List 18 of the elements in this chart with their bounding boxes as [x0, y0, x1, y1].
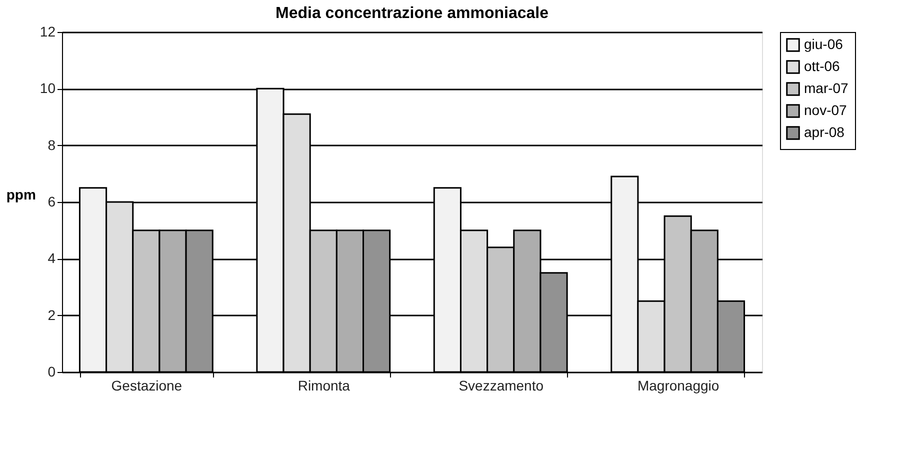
legend-label: ott-06 — [804, 58, 840, 74]
y-tick-label: 10 — [40, 80, 56, 96]
x-tick-label: Magronaggio — [637, 378, 720, 394]
y-tick-label: 2 — [48, 306, 56, 323]
y-tick-label: 6 — [48, 194, 56, 210]
y-tick-label: 4 — [48, 250, 56, 266]
legend-label: giu-06 — [804, 36, 844, 52]
x-tick-label: Svezzamento — [458, 378, 544, 394]
y-axis-title: ppm — [6, 186, 36, 202]
chart-title: Media concentrazione ammoniacale — [276, 5, 549, 22]
legend-label: mar-07 — [804, 80, 849, 96]
x-tick-label: Gestazione — [111, 378, 182, 394]
y-tick-label: 0 — [48, 364, 56, 380]
legend-label: nov-07 — [804, 102, 848, 118]
y-tick-label: 8 — [48, 136, 56, 153]
legend-label: apr-08 — [804, 124, 845, 140]
y-tick-label: 12 — [40, 24, 56, 40]
x-tick-label: Rimonta — [298, 378, 350, 394]
